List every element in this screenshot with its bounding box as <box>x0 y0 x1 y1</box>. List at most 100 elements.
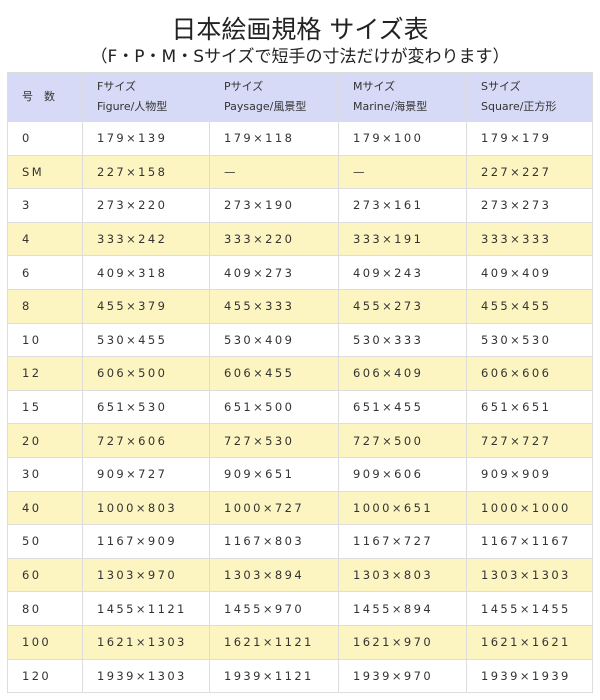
dimension-cell: 333×333 <box>466 221 593 257</box>
dimension-cell: 727×500 <box>338 423 467 458</box>
dimension-cell: 651×500 <box>209 389 339 425</box>
table-row: 60 1303×970 1303×894 1303×803 1303×1303 <box>7 557 593 593</box>
dimension-cell: 409×318 <box>82 255 210 290</box>
table-row: 20 727×606 727×530 727×500 727×727 <box>7 423 593 458</box>
dimension-cell: 1621×1121 <box>209 624 339 660</box>
column-header: Mサイズ Marine/海景型 <box>338 72 467 122</box>
table-row: 80 1455×1121 1455×970 1455×894 1455×1455 <box>7 591 593 626</box>
size-number-cell: 8 <box>7 288 83 324</box>
dimension-cell: 273×273 <box>466 188 593 223</box>
dimension-cell: 1621×1303 <box>82 624 210 660</box>
column-header: Pサイズ Paysage/風景型 <box>209 72 339 122</box>
dimension-cell: 909×606 <box>338 456 467 492</box>
dimension-cell: 455×379 <box>82 288 210 324</box>
size-number-cell: 0 <box>7 121 83 156</box>
dimension-cell: 606×409 <box>338 356 467 391</box>
dimension-cell: 651×651 <box>466 389 593 425</box>
size-number-cell: 100 <box>7 624 83 660</box>
dimension-cell: 651×530 <box>82 389 210 425</box>
size-number-cell: 80 <box>7 591 83 626</box>
dimension-cell: 530×409 <box>209 322 339 358</box>
table-row: 10 530×455 530×409 530×333 530×530 <box>7 322 593 358</box>
column-header: 号 数 <box>7 72 83 122</box>
dimension-cell: 227×227 <box>466 154 593 190</box>
dimension-cell: 409×409 <box>466 255 593 290</box>
dimension-cell: 727×530 <box>209 423 339 458</box>
dimension-cell: 409×243 <box>338 255 467 290</box>
table-row: 100 1621×1303 1621×1121 1621×970 1621×1621 <box>7 624 593 660</box>
column-header-label: Sサイズ <box>481 80 521 93</box>
size-number-cell: 6 <box>7 255 83 290</box>
dimension-cell: 909×909 <box>466 456 593 492</box>
dimension-cell: 1939×1303 <box>82 658 210 694</box>
dimension-cell: 606×500 <box>82 356 210 391</box>
column-header-label: 号 数 <box>22 90 55 103</box>
table-row: 40 1000×803 1000×727 1000×651 1000×1000 <box>7 490 593 526</box>
dimension-cell: 455×333 <box>209 288 339 324</box>
dimension-cell: 1167×1167 <box>466 524 593 559</box>
dimension-cell: 1167×803 <box>209 524 339 559</box>
column-header: Fサイズ Figure/人物型 <box>82 72 210 122</box>
dimension-cell: 1455×894 <box>338 591 467 626</box>
dimension-cell: 1939×1121 <box>209 658 339 694</box>
size-number-cell: 50 <box>7 524 83 559</box>
table-row: SM 227×158— —227×227 <box>7 154 593 190</box>
column-header-sublabel: Figure/人物型 <box>97 100 168 113</box>
dimension-cell: 530×530 <box>466 322 593 358</box>
dimension-cell: 1000×651 <box>338 490 467 526</box>
size-number-cell: 12 <box>7 356 83 391</box>
dimension-cell: — <box>209 154 339 190</box>
dimension-cell: 273×161 <box>338 188 467 223</box>
column-header-label: Pサイズ <box>224 80 264 93</box>
size-table: 号 数 Fサイズ Figure/人物型 Pサイズ Paysage/風景型 Mサイズ Mari… <box>7 72 593 694</box>
size-number-cell: 10 <box>7 322 83 358</box>
size-number-cell: 20 <box>7 423 83 458</box>
column-header-label: Fサイズ <box>97 80 136 93</box>
dimension-cell: 455×455 <box>466 288 593 324</box>
dimension-cell: 179×179 <box>466 121 593 156</box>
dimension-cell: 1455×1121 <box>82 591 210 626</box>
dimension-cell: 651×455 <box>338 389 467 425</box>
dimension-cell: 1000×803 <box>82 490 210 526</box>
dimension-cell: 455×273 <box>338 288 467 324</box>
dimension-cell: 530×455 <box>82 322 210 358</box>
dimension-cell: 909×651 <box>209 456 339 492</box>
size-number-cell: 120 <box>7 658 83 694</box>
dimension-cell: 333×191 <box>338 221 467 257</box>
dimension-cell: 179×100 <box>338 121 467 156</box>
dimension-cell: 1000×727 <box>209 490 339 526</box>
table-row: 8 455×379 455×333 455×273 455×455 <box>7 288 593 324</box>
dimension-cell: 1939×1939 <box>466 658 593 694</box>
dimension-cell: 227×158 <box>82 154 210 190</box>
size-number-cell: 4 <box>7 221 83 257</box>
dimension-cell: 1455×1455 <box>466 591 593 626</box>
table-row: 3 273×220 273×190 273×161 273×273 <box>7 188 593 223</box>
dimension-cell: 1455×970 <box>209 591 339 626</box>
dimension-cell: 909×727 <box>82 456 210 492</box>
column-header-label: Mサイズ <box>353 80 396 93</box>
column-header-sublabel: Square/正方形 <box>481 100 557 113</box>
dimension-cell: 1621×970 <box>338 624 467 660</box>
dimension-cell: 1303×970 <box>82 557 210 593</box>
size-number-cell: 30 <box>7 456 83 492</box>
dimension-cell: 1303×1303 <box>466 557 593 593</box>
table-row: 15 651×530 651×500 651×455 651×651 <box>7 389 593 425</box>
table-row: 4 333×242 333×220 333×191 333×333 <box>7 221 593 257</box>
dimension-cell: 727×727 <box>466 423 593 458</box>
dimension-cell: 1303×803 <box>338 557 467 593</box>
dimension-cell: 530×333 <box>338 322 467 358</box>
dimension-cell: 333×220 <box>209 221 339 257</box>
size-number-cell: 3 <box>7 188 83 223</box>
table-row: 0 179×139 179×118 179×100 179×179 <box>7 121 593 156</box>
dimension-cell: — <box>338 154 467 190</box>
dimension-cell: 1167×727 <box>338 524 467 559</box>
column-header: Sサイズ Square/正方形 <box>466 72 593 122</box>
dimension-cell: 179×118 <box>209 121 339 156</box>
size-number-cell: 40 <box>7 490 83 526</box>
table-row: 6 409×318 409×273 409×243 409×409 <box>7 255 593 290</box>
dimension-cell: 727×606 <box>82 423 210 458</box>
dimension-cell: 606×606 <box>466 356 593 391</box>
table-row: 120 1939×1303 1939×1121 1939×970 1939×1939 <box>7 658 593 694</box>
table-row: 12 606×500 606×455 606×409 606×606 <box>7 356 593 391</box>
size-number-cell: 15 <box>7 389 83 425</box>
